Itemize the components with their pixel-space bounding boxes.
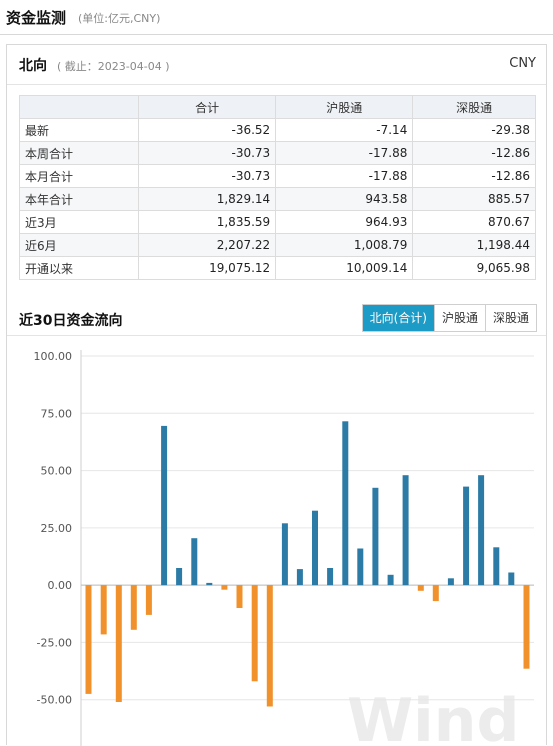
y-tick-label: 25.00 xyxy=(41,522,73,535)
table-header-row: 合计 沪股通 深股通 xyxy=(19,95,536,119)
chart-section-title: 近30日资金流向 xyxy=(19,313,123,329)
bar xyxy=(463,486,470,586)
cell-sh: -7.14 xyxy=(275,118,414,142)
bar xyxy=(387,574,394,586)
tab-shenzhen-connect[interactable]: 深股通 xyxy=(484,305,536,331)
unit-note: (单位:亿元,CNY) xyxy=(78,12,161,25)
row-label: 本月合计 xyxy=(19,164,139,188)
cell-sh: -17.88 xyxy=(275,164,414,188)
row-label: 近6月 xyxy=(19,233,139,257)
tab-shanghai-connect[interactable]: 沪股通 xyxy=(433,305,485,331)
cell-total: -30.73 xyxy=(137,141,277,165)
y-tick-label: 0.00 xyxy=(48,579,73,592)
bar xyxy=(266,585,273,707)
table-row: 最新 -36.52 -7.14 -29.38 xyxy=(19,118,536,142)
bar xyxy=(357,548,364,586)
bar xyxy=(251,585,258,682)
bar xyxy=(281,523,288,586)
y-tick-label: 50.00 xyxy=(41,465,73,478)
cell-sz: -12.86 xyxy=(412,141,536,165)
cell-total: 19,075.12 xyxy=(137,256,277,280)
bar xyxy=(115,585,122,702)
row-label: 本周合计 xyxy=(19,141,139,165)
bar xyxy=(221,585,228,590)
bar xyxy=(85,585,92,694)
as-of-date: ( 截止：2023-04-04 ) xyxy=(57,60,170,73)
chart-divider xyxy=(7,335,546,336)
bar xyxy=(296,569,303,586)
column-header-total: 合计 xyxy=(137,95,277,119)
table-row: 开通以来 19,075.12 10,009.14 9,065.98 xyxy=(19,256,536,280)
bar xyxy=(191,538,198,586)
cell-sh: -17.88 xyxy=(275,141,414,165)
column-header-sh: 沪股通 xyxy=(275,95,414,119)
bar xyxy=(523,585,530,669)
page-title: 资金监测 xyxy=(6,9,67,27)
table-row: 近3月 1,835.59 964.93 870.67 xyxy=(19,210,536,234)
cell-total: -30.73 xyxy=(137,164,277,188)
y-tick-label: -50.00 xyxy=(37,694,72,707)
flow-bar-chart: Wind 100.00 75.00 50.00 25.00 0.00 -25.00 -50.0… xyxy=(34,350,534,746)
row-label: 近3月 xyxy=(19,210,139,234)
row-label: 本年合计 xyxy=(19,187,139,211)
bar xyxy=(130,585,137,630)
bar xyxy=(402,475,409,586)
cell-sh: 10,009.14 xyxy=(275,256,414,280)
bar xyxy=(478,475,485,586)
cell-sz: 1,198.44 xyxy=(412,233,536,257)
table-row: 本周合计 -30.73 -17.88 -12.86 xyxy=(19,141,536,165)
page-header: 资金监测 (单位:亿元,CNY) xyxy=(0,0,553,35)
bar xyxy=(372,487,379,586)
cell-sz: 885.57 xyxy=(412,187,536,211)
cell-total: 1,829.14 xyxy=(137,187,277,211)
bar xyxy=(417,585,424,591)
y-tick-label: -25.00 xyxy=(37,636,72,649)
bar xyxy=(342,421,349,586)
section-title: 北向 xyxy=(19,58,47,74)
currency-label: CNY xyxy=(509,56,536,71)
cell-total: -36.52 xyxy=(137,118,277,142)
bar xyxy=(432,585,439,602)
cell-sz: 870.67 xyxy=(412,210,536,234)
cell-total: 2,207.22 xyxy=(137,233,277,257)
cell-sh: 1,008.79 xyxy=(275,233,414,257)
column-header-empty xyxy=(19,95,139,119)
tab-northbound-total[interactable]: 北向(合计) xyxy=(362,305,434,331)
northbound-panel: 北向 ( 截止：2023-04-04 ) CNY 合计 沪股通 深股通 最新 -3… xyxy=(6,44,547,746)
row-label: 最新 xyxy=(19,118,139,142)
column-header-sz: 深股通 xyxy=(412,95,536,119)
flow-tabs: 北向(合计) 沪股通 深股通 xyxy=(361,304,537,332)
y-tick-label: 75.00 xyxy=(41,407,73,420)
table-row: 本月合计 -30.73 -17.88 -12.86 xyxy=(19,164,536,188)
bar xyxy=(327,568,334,586)
y-tick-label: 100.00 xyxy=(34,350,73,363)
row-label: 开通以来 xyxy=(19,256,139,280)
bar xyxy=(447,578,454,586)
bar xyxy=(176,568,183,586)
cell-sh: 943.58 xyxy=(275,187,414,211)
bar xyxy=(508,572,515,586)
bar xyxy=(161,425,168,586)
cell-total: 1,835.59 xyxy=(137,210,277,234)
bar xyxy=(145,585,152,615)
cell-sz: 9,065.98 xyxy=(412,256,536,280)
bar xyxy=(312,510,318,586)
table-row: 近6月 2,207.22 1,008.79 1,198.44 xyxy=(19,233,536,257)
bar xyxy=(236,585,243,608)
bar xyxy=(100,585,107,635)
bar xyxy=(493,547,500,586)
section-divider xyxy=(7,84,546,85)
cell-sz: -29.38 xyxy=(412,118,536,142)
cell-sh: 964.93 xyxy=(275,210,414,234)
flow-summary-table: 合计 沪股通 深股通 最新 -36.52 -7.14 -29.38 本周合计 -30.73… xyxy=(19,95,536,280)
table-row: 本年合计 1,829.14 943.58 885.57 xyxy=(19,187,536,211)
cell-sz: -12.86 xyxy=(412,164,536,188)
watermark-logo: Wind xyxy=(347,686,519,746)
bar xyxy=(206,582,213,586)
